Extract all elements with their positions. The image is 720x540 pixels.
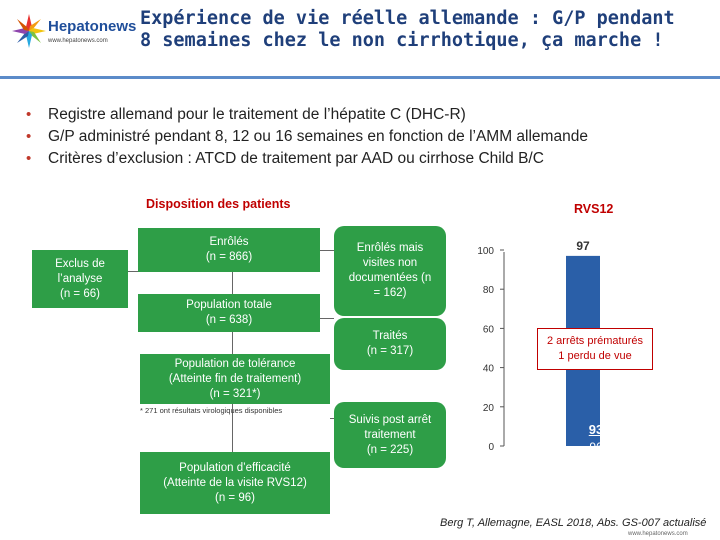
bullet-dot-icon: • [26,106,32,123]
connector-line [232,404,233,452]
title-divider [0,76,720,79]
tolerance-box: Population de tolérance (Atteinte fin de … [140,354,330,404]
bullet-item: • Critères d’exclusion : ATCD de traiteme… [26,148,716,170]
logo-brand-text: Hepatonews [48,18,137,35]
bar-data-label: 97 [576,239,590,253]
title-line-1: Expérience de vie réelle allemande : G/P… [140,8,675,29]
citation: Berg T, Allemagne, EASL 2018, Abs. GS-00… [440,517,707,529]
connector-line [232,332,233,354]
footer-url: www.hepatonews.com [628,531,688,537]
connector-line [320,318,334,319]
bullet-dot-icon: • [26,128,32,145]
suivis-box: Suivis post arrêt traitement (n = 225) [334,402,446,468]
chart-title: RVS12 [574,202,614,216]
slide-title: Expérience de vie réelle allemande : G/P… [140,8,710,52]
connector-line [320,250,334,251]
y-tick-label: 80 [483,285,495,296]
connector-line [330,418,334,419]
bar-inner-label: 96 [589,440,603,448]
bullet-item: • G/P administré pendant 8, 12 ou 16 sema… [26,126,716,148]
enroles-visites-box: Enrôlés mais visites non documentées (n = 1… [334,226,446,316]
y-tick-label: 20 [483,403,495,414]
efficacite-box: Population d’efficacité (Atteinte de la v… [140,452,330,514]
tolerance-footnote: * 271 ont résultats virologiques disponi… [140,406,283,415]
connector-line [232,272,233,294]
bar-inner-label: 93 [588,422,604,437]
enroles-box: Enrôlés (n = 866) [138,228,320,272]
population-totale-box: Population totale (n = 638) [138,294,320,332]
y-tick-label: 40 [483,364,495,375]
hepatonews-logo: Hepatonews www.hepatonews.com [8,8,136,56]
starburst-logo-icon [12,14,46,48]
y-tick-label: 60 [483,324,495,335]
y-tick-label: 100 [477,246,494,257]
title-line-2: 8 semaines chez le non cirrhotique, ça m… [140,30,664,51]
traites-box: Traités (n = 317) [334,318,446,370]
exclus-box: Exclus de l’analyse (n = 66) [32,250,128,308]
disposition-title: Disposition des patients [146,197,291,211]
bullet-list: • Registre allemand pour le traitement de… [26,104,716,170]
y-tick-label: 0 [488,442,494,453]
annotation-box: 2 arrêts prématurés 1 perdu de vue [537,328,653,370]
bullet-item: • Registre allemand pour le traitement de… [26,104,716,126]
connector-line [128,271,138,272]
logo-url-text: www.hepatonews.com [48,38,108,44]
bullet-dot-icon: • [26,150,32,167]
